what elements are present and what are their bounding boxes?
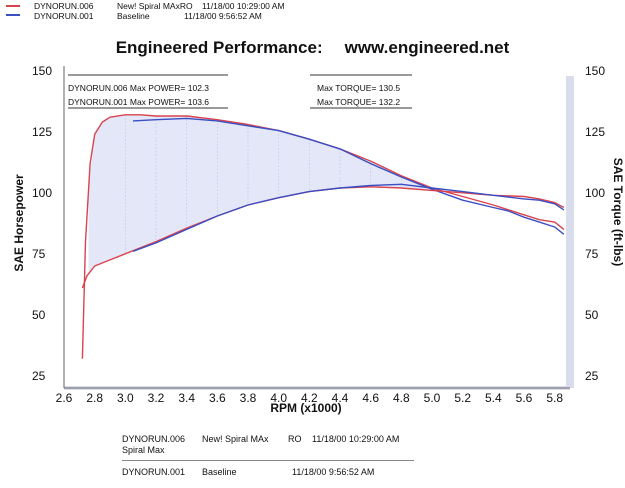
x-tick-label: 4.6 [362, 391, 379, 405]
footer-run-001-datetime: 11/18/00 9:56:52 AM [292, 467, 375, 477]
curve-fill-area [88, 114, 445, 274]
y-right-tick-label: 100 [585, 186, 605, 200]
power-legend-line-001: DYNORUN.001 Max POWER= 103.6 [68, 97, 209, 107]
plot-axes [63, 66, 570, 389]
x-tick-label: 3.0 [117, 391, 134, 405]
y-right-tick-label: 25 [585, 369, 599, 383]
torque-line-dynorun-001 [132, 117, 565, 235]
run-001-color-swatch [6, 14, 20, 16]
footer-run-001-file: DYNORUN.001 [122, 467, 186, 477]
y-left-tick-label: 125 [32, 125, 52, 139]
chart-title: Engineered Performance: www.engineered.ne… [0, 38, 625, 58]
x-tick-label: 4.8 [393, 391, 410, 405]
x-tick-label: 3.6 [209, 391, 226, 405]
x-tick-label: 3.4 [178, 391, 195, 405]
y-left-tick-label: 75 [32, 247, 46, 261]
chart-title-right: www.engineered.net [344, 38, 510, 57]
torque-legend-box: Max TORQUE= 130.5 Max TORQUE= 132.2 [310, 74, 412, 109]
footer-row-006-cont: Spiral Max [122, 445, 422, 456]
header-run-006-file: DYNORUN.006 [34, 1, 94, 11]
footer-row-006: DYNORUN.006 New! Spiral MAx RO 11/18/00 … [122, 434, 422, 445]
dyno-chart: 2.6 2.8 3.0 3.2 3.4 3.6 3.8 4.0 4.2 4.4 4.6 4.8 5.0 5… [12, 64, 625, 415]
x-tick-label: 2.8 [86, 391, 103, 405]
x-tick-label: 3.2 [148, 391, 165, 405]
torque-power-fill [88, 114, 445, 274]
y-right-tick-label: 50 [585, 308, 599, 322]
x-tick-label: 2.6 [56, 391, 73, 405]
x-tick-label: 5.8 [546, 391, 563, 405]
header-run-006-desc: New! Spiral MAxRO [117, 1, 193, 11]
y-axis-right-title: SAE Torque (ft-lbs) [611, 158, 625, 266]
footer-separator [122, 460, 414, 461]
torque-legend-line-006: Max TORQUE= 130.5 [317, 83, 400, 93]
y-right-tick-label: 75 [585, 247, 599, 261]
x-tick-label: 4.2 [301, 391, 318, 405]
y-axis-left-title: SAE Horsepower [12, 174, 26, 272]
torque-legend-line-001: Max TORQUE= 132.2 [317, 97, 400, 107]
series-lines [81, 114, 565, 359]
y-left-tick-label: 25 [32, 369, 46, 383]
header-run-001-file: DYNORUN.001 [34, 11, 94, 21]
y-right-tick-labels: 150 125 100 75 50 25 [585, 64, 605, 383]
x-tick-label: 4.0 [270, 391, 287, 405]
chart-title-left: Engineered Performance: [115, 38, 323, 57]
x-axis-title: RPM (x1000) [270, 401, 341, 415]
footer-run-001-desc: Baseline [202, 467, 237, 477]
power-legend-box: DYNORUN.006 Max POWER= 102.3 DYNORUN.001… [68, 74, 228, 109]
footer-run-006-desc2: Spiral Max [122, 445, 165, 455]
footer-run-006-desc: New! Spiral MAx [202, 434, 269, 444]
y-right-tick-label: 125 [585, 125, 605, 139]
y-left-tick-label: 150 [32, 64, 52, 78]
footer-row-001: DYNORUN.001 Baseline 11/18/00 9:56:52 AM [122, 467, 422, 478]
header-run-001-datetime: 11/18/00 9:56:52 AM [184, 11, 262, 21]
y-left-tick-labels: 150 125 100 75 50 25 [32, 64, 52, 383]
header-run-006-datetime: 11/18/00 10:29:00 AM [202, 1, 285, 11]
x-tick-label: 5.6 [516, 391, 533, 405]
x-tick-labels: 2.6 2.8 3.0 3.2 3.4 3.6 3.8 4.0 4.2 4.4 4.6 4.8 5.0 5… [56, 391, 564, 405]
y-left-tick-label: 50 [32, 308, 46, 322]
power-legend-line-006: DYNORUN.006 Max POWER= 102.3 [68, 83, 209, 93]
y-right-tick-label: 150 [585, 64, 605, 78]
header-run-001-desc: Baseline [117, 11, 150, 21]
x-tick-label: 5.2 [454, 391, 471, 405]
footer-run-006-file: DYNORUN.006 [122, 434, 186, 444]
x-tick-label: 3.8 [240, 391, 257, 405]
y-left-tick-label: 100 [32, 186, 52, 200]
x-tick-label: 4.4 [332, 391, 349, 405]
footer-run-006-suffix: RO [288, 434, 302, 444]
run-006-color-swatch [6, 5, 20, 7]
power-line-dynorun-001 [132, 183, 565, 253]
right-band [566, 76, 574, 388]
x-tick-label: 5.4 [485, 391, 502, 405]
run-footer-table: DYNORUN.006 New! Spiral MAx RO 11/18/00 … [122, 434, 422, 478]
x-tick-label: 5.0 [424, 391, 441, 405]
footer-run-006-datetime: 11/18/00 10:29:00 AM [312, 434, 400, 444]
